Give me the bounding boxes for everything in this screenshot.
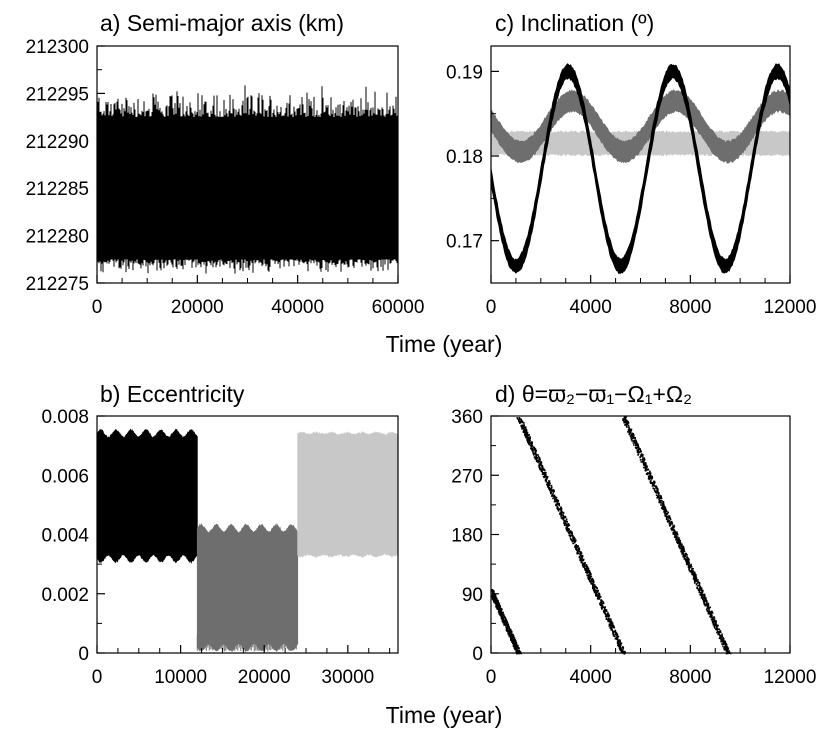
x-tick-label: 12000 xyxy=(764,297,817,318)
y-tick-label: 90 xyxy=(462,585,483,606)
x-tick-label: 12000 xyxy=(764,667,817,688)
panel-c-title: c) Inclination (º) xyxy=(495,10,654,36)
y-tick-label: 0.008 xyxy=(41,407,89,428)
y-tick-label: 0.002 xyxy=(41,585,89,606)
x-tick-label: 8000 xyxy=(669,667,711,688)
panel-d-title: d) θ=ϖ₂−ϖ₁−Ω₁+Ω₂ xyxy=(495,381,692,407)
y-tick-label: 0.17 xyxy=(446,232,483,253)
panel-a-plot xyxy=(96,85,399,274)
x-axis-label-top: Time (year) xyxy=(386,331,503,357)
panel-a-title: a) Semi-major axis (km) xyxy=(100,10,344,36)
y-tick-label: 180 xyxy=(451,526,483,547)
panel-b-plot xyxy=(96,428,399,653)
theta-points xyxy=(491,416,732,655)
y-tick-label: 0.004 xyxy=(41,526,89,547)
x-tick-label: 10000 xyxy=(154,667,207,688)
panel-a: a) Semi-major axis (km) 0 20000 40000 60000… xyxy=(26,10,425,318)
panel-c-ticks: 0 4000 8000 12000 0.17 0.18 0.19 xyxy=(446,62,816,318)
x-tick-label: 0 xyxy=(486,667,497,688)
panel-d: d) θ=ϖ₂−ϖ₁−Ω₁+Ω₂ 0 4000 8000 12000 0 90 180 270… xyxy=(451,381,816,688)
eccentricity-segment-2 xyxy=(196,522,299,653)
y-tick-label: 0.006 xyxy=(41,466,89,487)
inclination-series-3 xyxy=(490,63,791,274)
y-tick-label: 212280 xyxy=(26,227,89,248)
x-tick-label: 8000 xyxy=(669,297,711,318)
x-tick-label: 30000 xyxy=(321,667,374,688)
y-tick-label: 0.18 xyxy=(446,147,483,168)
x-tick-label: 40000 xyxy=(271,297,324,318)
x-tick-label: 0 xyxy=(92,297,103,318)
panel-c: c) Inclination (º) 0 4000 8000 12000 0.17 0.1… xyxy=(446,10,816,318)
y-tick-label: 212295 xyxy=(26,84,89,105)
x-tick-label: 20000 xyxy=(171,297,224,318)
panel-b: b) Eccentricity 0 10000 20000 30000 0 0.002 0.… xyxy=(41,381,399,688)
y-tick-label: 212300 xyxy=(26,37,89,58)
y-tick-label: 0 xyxy=(472,644,483,665)
y-tick-label: 212290 xyxy=(26,132,89,153)
panel-b-title: b) Eccentricity xyxy=(100,381,245,407)
x-tick-label: 4000 xyxy=(570,667,612,688)
x-tick-label: 4000 xyxy=(570,297,612,318)
semi-major-axis-series xyxy=(96,85,399,274)
eccentricity-segment-3 xyxy=(297,431,399,559)
y-tick-label: 360 xyxy=(451,407,483,428)
y-tick-label: 0.19 xyxy=(446,62,483,83)
panel-c-frame xyxy=(490,45,791,284)
eccentricity-segment-1 xyxy=(96,428,198,565)
x-tick-label: 20000 xyxy=(238,667,291,688)
y-tick-label: 212275 xyxy=(26,274,89,295)
panel-b-ticks: 0 10000 20000 30000 0 0.002 0.004 0.006 0.008 xyxy=(41,407,391,688)
x-tick-label: 0 xyxy=(92,667,103,688)
panel-d-ticks: 0 4000 8000 12000 0 90 180 270 360 xyxy=(451,407,816,688)
panel-a-ticks: 0 20000 40000 60000 212275 212280 212285 212290… xyxy=(26,37,425,318)
eccentricity-segment-2-edge xyxy=(196,635,297,652)
panel-c-plot xyxy=(490,63,791,274)
x-tick-label: 60000 xyxy=(372,297,425,318)
x-tick-label: 0 xyxy=(486,297,497,318)
y-tick-label: 0 xyxy=(78,644,89,665)
x-axis-label-bottom: Time (year) xyxy=(386,702,503,728)
y-tick-label: 212285 xyxy=(26,179,89,200)
y-tick-label: 270 xyxy=(451,466,483,487)
panel-d-plot xyxy=(491,416,732,655)
